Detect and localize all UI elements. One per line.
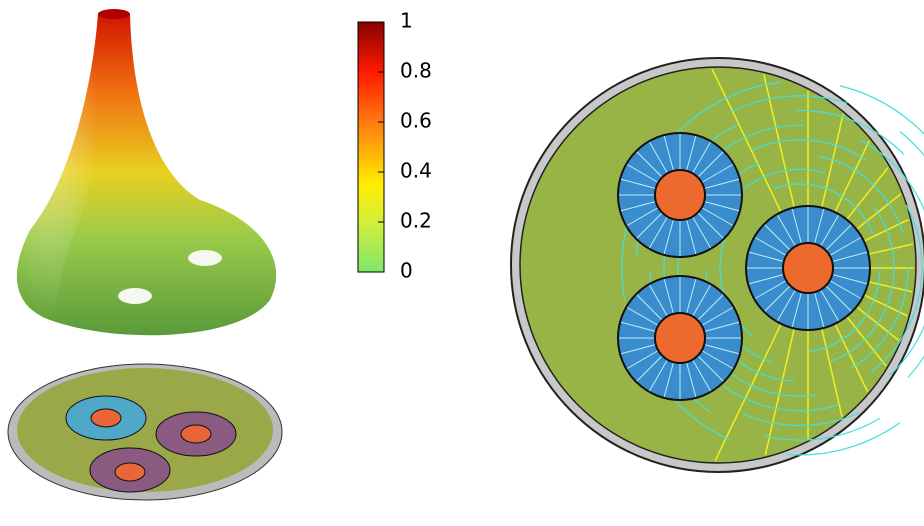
cross-section <box>511 58 924 472</box>
conductor-core <box>181 425 211 443</box>
conductor-core <box>655 313 705 363</box>
hole <box>118 288 152 304</box>
tick-label: 0.4 <box>400 159 432 183</box>
peak-top <box>98 9 130 19</box>
tick-label: 0.2 <box>400 209 432 233</box>
hole <box>188 250 222 266</box>
tick-label: 0 <box>400 259 413 283</box>
flat-section <box>8 364 282 500</box>
conductor-core <box>115 463 145 481</box>
conductor-core <box>655 170 705 220</box>
colorbar-scale <box>358 22 384 272</box>
conductor-core <box>91 409 121 427</box>
tick-label: 0.6 <box>400 109 432 133</box>
colorbar: 0 0.2 0.4 0.6 0.8 1 <box>358 9 432 283</box>
tick-label: 0.8 <box>400 59 432 83</box>
page: {"colorbar": {"lim": [0, 1], "ticks": [0… <box>0 0 924 526</box>
surface-plot <box>17 9 276 335</box>
figure: 0 0.2 0.4 0.6 0.8 1 <box>0 0 924 526</box>
conductor-core <box>783 243 833 293</box>
tick-label: 1 <box>400 9 413 33</box>
